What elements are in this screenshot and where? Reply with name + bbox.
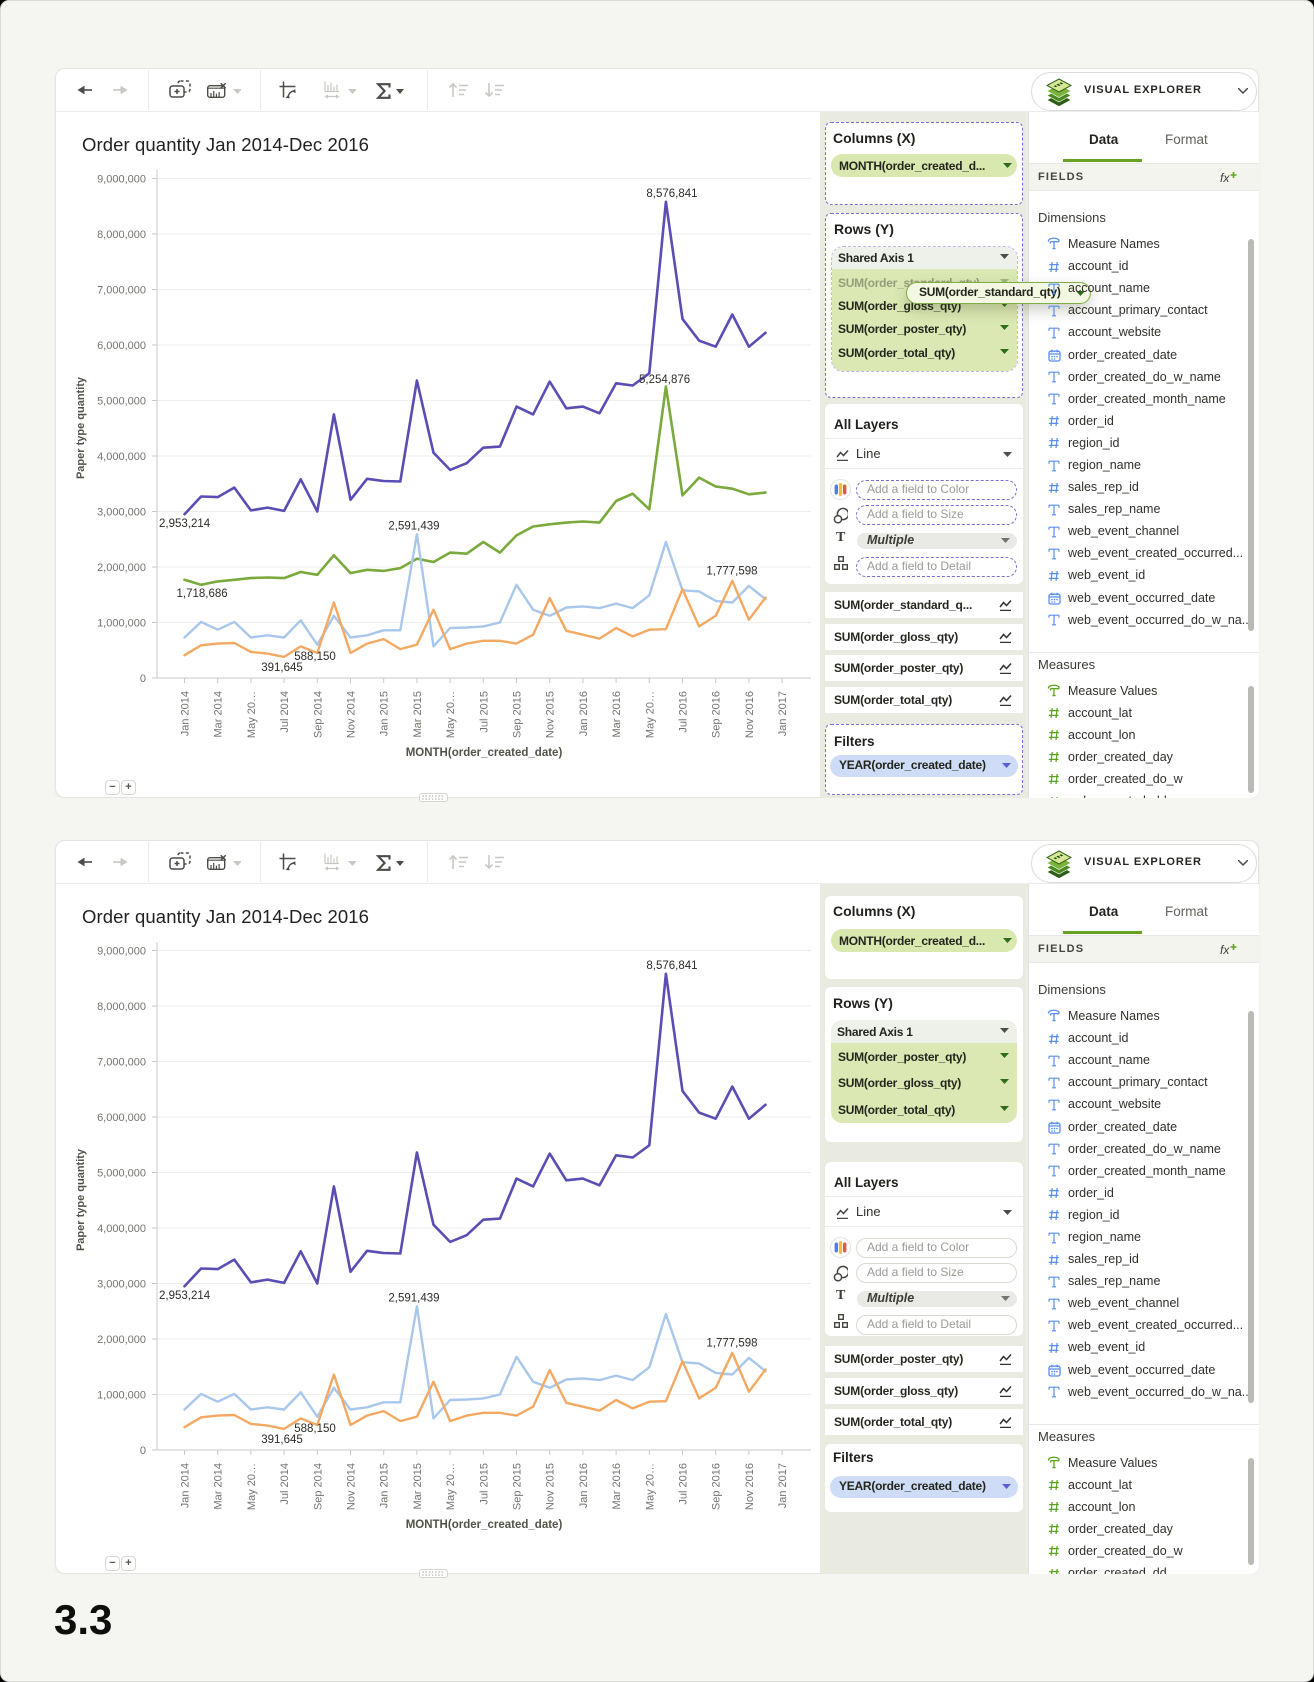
svg-text:2,000,000: 2,000,000 <box>97 1334 146 1346</box>
svg-text:Jul 2016: Jul 2016 <box>678 1463 690 1505</box>
svg-text:Mar 2014: Mar 2014 <box>213 1463 225 1509</box>
svg-text:6,000,000: 6,000,000 <box>97 340 146 352</box>
svg-text:Sep 2016: Sep 2016 <box>711 691 723 738</box>
svg-text:Nov 2016: Nov 2016 <box>744 1463 756 1510</box>
svg-text:2,591,439: 2,591,439 <box>388 1293 439 1305</box>
svg-text:Jan 2016: Jan 2016 <box>578 691 590 736</box>
svg-text:588,150: 588,150 <box>294 651 336 663</box>
svg-text:8,576,841: 8,576,841 <box>646 960 697 972</box>
svg-text:2,953,214: 2,953,214 <box>159 518 211 530</box>
svg-text:8,000,000: 8,000,000 <box>97 229 146 241</box>
svg-text:fx: fx <box>1220 171 1230 185</box>
svg-text:Nov 2014: Nov 2014 <box>346 1463 358 1510</box>
svg-text:7,000,000: 7,000,000 <box>97 285 146 297</box>
svg-text:May 20…: May 20… <box>445 691 457 738</box>
svg-text:1,718,686: 1,718,686 <box>177 588 228 600</box>
svg-text:May 20…: May 20… <box>246 1463 258 1510</box>
svg-text:Paper type quantity: Paper type quantity <box>75 1148 87 1251</box>
svg-text:Nov 2014: Nov 2014 <box>346 691 358 738</box>
svg-text:May 20…: May 20… <box>445 1463 457 1510</box>
svg-text:1,000,000: 1,000,000 <box>97 618 146 630</box>
svg-text:Nov 2016: Nov 2016 <box>744 691 756 738</box>
svg-text:Mar 2016: Mar 2016 <box>611 691 623 737</box>
svg-text:Jan 2017: Jan 2017 <box>777 691 789 736</box>
svg-text:Sep 2015: Sep 2015 <box>512 1463 524 1510</box>
svg-text:Jan 2015: Jan 2015 <box>379 1463 391 1508</box>
svg-text:Mar 2014: Mar 2014 <box>213 691 225 737</box>
svg-text:2,591,439: 2,591,439 <box>388 521 439 533</box>
svg-text:Nov 2015: Nov 2015 <box>545 1463 557 1510</box>
svg-text:7,000,000: 7,000,000 <box>97 1057 146 1069</box>
svg-text:Mar 2015: Mar 2015 <box>412 1463 424 1509</box>
svg-text:2,953,214: 2,953,214 <box>159 1290 211 1302</box>
svg-text:Jan 2017: Jan 2017 <box>777 1463 789 1508</box>
svg-text:391,645: 391,645 <box>261 662 303 674</box>
svg-text:May 20…: May 20… <box>644 691 656 738</box>
svg-text:1,777,598: 1,777,598 <box>706 566 757 578</box>
svg-text:8,576,841: 8,576,841 <box>646 188 697 200</box>
svg-text:Jul 2015: Jul 2015 <box>478 691 490 733</box>
svg-text:Jul 2014: Jul 2014 <box>279 691 291 733</box>
svg-text:4,000,000: 4,000,000 <box>97 451 146 463</box>
svg-text:fx: fx <box>1220 943 1230 957</box>
svg-text:Paper type quantity: Paper type quantity <box>75 376 87 479</box>
svg-text:Nov 2015: Nov 2015 <box>545 691 557 738</box>
svg-text:5,000,000: 5,000,000 <box>97 1168 146 1180</box>
svg-text:9,000,000: 9,000,000 <box>97 946 146 958</box>
svg-text:Jan 2014: Jan 2014 <box>180 1463 192 1508</box>
svg-text:Sep 2014: Sep 2014 <box>312 1463 324 1510</box>
svg-text:Jul 2015: Jul 2015 <box>478 1463 490 1505</box>
svg-text:0: 0 <box>140 673 146 685</box>
svg-text:May 20…: May 20… <box>644 1463 656 1510</box>
svg-text:1,777,598: 1,777,598 <box>706 1338 757 1350</box>
svg-text:Sep 2015: Sep 2015 <box>512 691 524 738</box>
svg-text:5,000,000: 5,000,000 <box>97 396 146 408</box>
svg-text:Sep 2016: Sep 2016 <box>711 1463 723 1510</box>
svg-text:MONTH(order_created_date): MONTH(order_created_date) <box>406 747 563 759</box>
svg-text:Jan 2015: Jan 2015 <box>379 691 391 736</box>
svg-text:Jan 2016: Jan 2016 <box>578 1463 590 1508</box>
svg-text:Sep 2014: Sep 2014 <box>312 691 324 738</box>
svg-text:May 20…: May 20… <box>246 691 258 738</box>
svg-text:Jul 2014: Jul 2014 <box>279 1463 291 1505</box>
svg-text:6,000,000: 6,000,000 <box>97 1112 146 1124</box>
svg-text:MONTH(order_created_date): MONTH(order_created_date) <box>406 1519 563 1531</box>
svg-text:1,000,000: 1,000,000 <box>97 1390 146 1402</box>
svg-text:3,000,000: 3,000,000 <box>97 1279 146 1291</box>
svg-text:Jul 2016: Jul 2016 <box>678 691 690 733</box>
svg-text:2,000,000: 2,000,000 <box>97 562 146 574</box>
svg-text:5,254,876: 5,254,876 <box>639 374 690 386</box>
svg-text:Order quantity Jan 2014-Dec 20: Order quantity Jan 2014-Dec 2016 <box>82 906 369 927</box>
svg-text:3,000,000: 3,000,000 <box>97 507 146 519</box>
svg-text:588,150: 588,150 <box>294 1423 336 1435</box>
svg-text:8,000,000: 8,000,000 <box>97 1001 146 1013</box>
svg-text:Jan 2014: Jan 2014 <box>180 691 192 736</box>
svg-text:9,000,000: 9,000,000 <box>97 174 146 186</box>
svg-text:Mar 2016: Mar 2016 <box>611 1463 623 1509</box>
svg-text:0: 0 <box>140 1445 146 1457</box>
svg-text:391,645: 391,645 <box>261 1434 303 1446</box>
svg-text:Order quantity Jan 2014-Dec 20: Order quantity Jan 2014-Dec 2016 <box>82 134 369 155</box>
svg-text:Mar 2015: Mar 2015 <box>412 691 424 737</box>
svg-text:4,000,000: 4,000,000 <box>97 1223 146 1235</box>
